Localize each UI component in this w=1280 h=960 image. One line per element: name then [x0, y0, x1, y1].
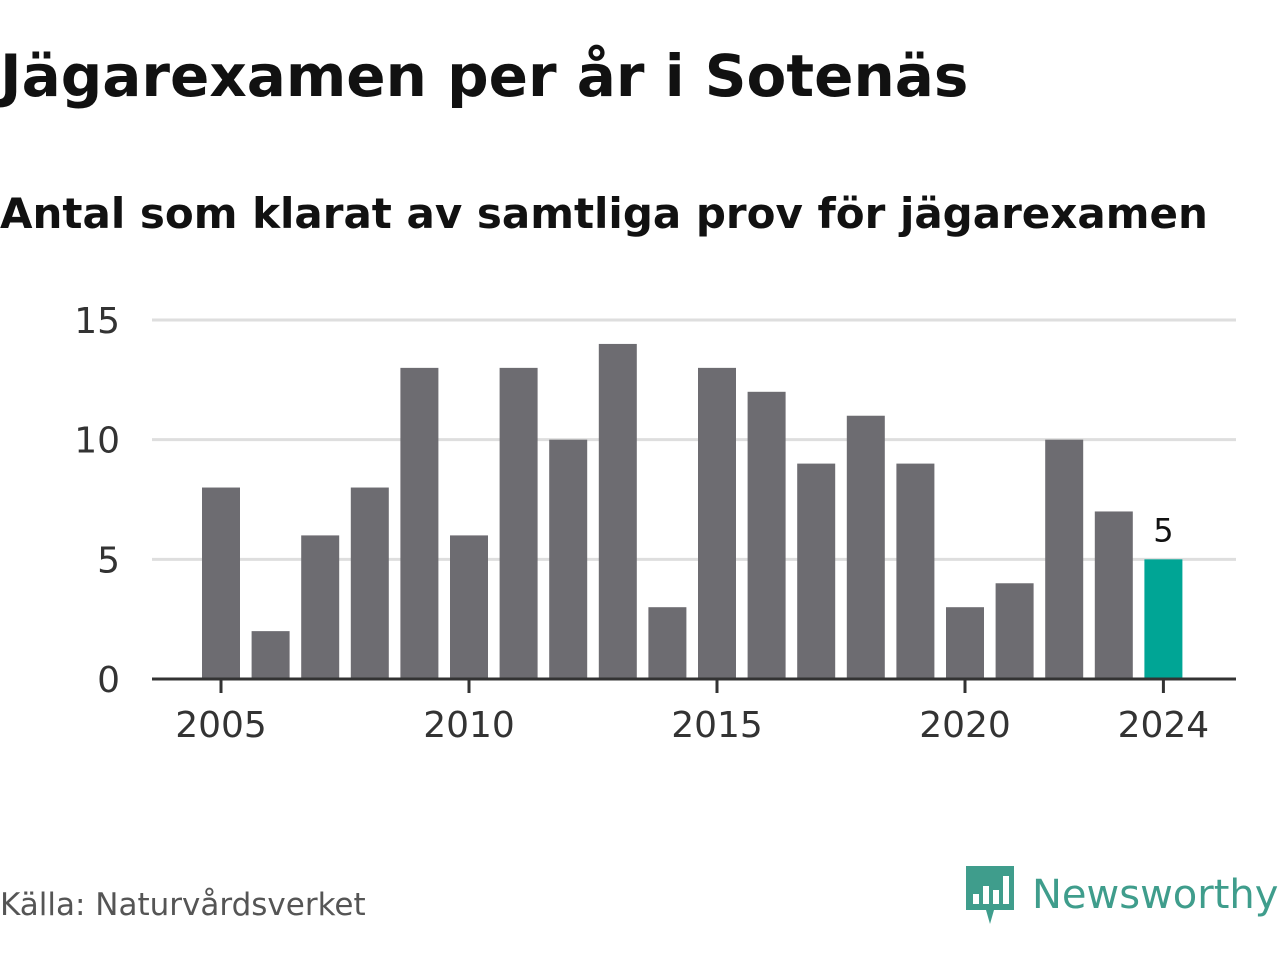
bar-2020 [946, 607, 984, 679]
bar-2010 [450, 535, 488, 679]
bar-2016 [747, 391, 786, 679]
bar-chart: 0 5 10 15 2005 2010 2015 2020 2024 5 [74, 301, 1236, 746]
bar-2015 [698, 367, 736, 679]
bar-2007 [301, 535, 340, 679]
bar-2014 [648, 607, 687, 679]
bar-2006 [251, 631, 290, 679]
source-note: Källa: Naturvårdsverket [0, 887, 366, 923]
data-labels: 5 [1153, 511, 1173, 549]
bar-2018 [846, 415, 885, 679]
y-tick-label: 15 [74, 301, 120, 342]
x-tick-label: 2020 [919, 705, 1011, 746]
bar-2022 [1045, 439, 1084, 679]
bar-2021 [995, 583, 1034, 679]
newsworthy-logo-icon [966, 866, 1014, 924]
bar-2017 [797, 463, 836, 679]
data-label: 5 [1153, 511, 1173, 549]
bar-2012 [549, 439, 588, 679]
bar-2023 [1094, 511, 1133, 679]
bar-2024 [1144, 559, 1183, 679]
y-tick-label: 10 [74, 421, 120, 462]
y-tick-label: 0 [97, 660, 120, 701]
bar-2009 [400, 367, 439, 679]
bar-2005 [202, 487, 240, 679]
bar-2008 [350, 487, 389, 679]
bar-2019 [896, 463, 935, 679]
x-tick-label: 2010 [423, 705, 515, 746]
bar-2011 [499, 367, 538, 679]
bar-2013 [598, 343, 637, 679]
brand: Newsworthy [964, 862, 1278, 928]
chart-title: Jägarexamen per år i Sotenäs [0, 42, 969, 110]
bars [202, 343, 1183, 679]
chart-subtitle: Antal som klarat av samtliga prov för jä… [0, 189, 1208, 238]
x-tick-label: 2015 [671, 705, 763, 746]
y-axis-ticks: 0 5 10 15 [74, 301, 120, 701]
x-tick-label: 2024 [1118, 705, 1210, 746]
brand-name: Newsworthy [1032, 872, 1279, 918]
x-tick-label: 2005 [175, 705, 267, 746]
x-axis-ticks: 2005 2010 2015 2020 2024 [175, 679, 1209, 746]
y-tick-label: 5 [97, 540, 120, 581]
